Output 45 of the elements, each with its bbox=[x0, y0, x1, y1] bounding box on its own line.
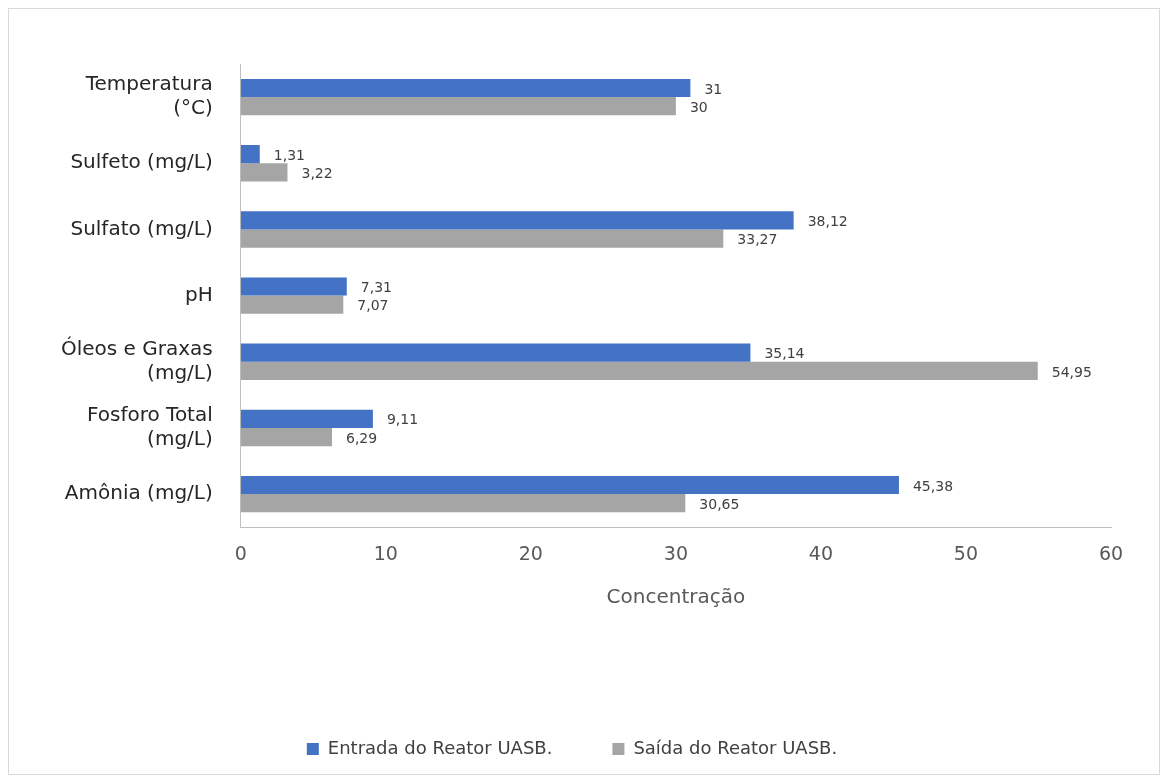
bar bbox=[240, 97, 676, 116]
x-tick-label: 30 bbox=[663, 541, 688, 564]
data-label: 3,22 bbox=[301, 165, 333, 181]
y-tick-label: Sulfato (mg/L) bbox=[70, 215, 213, 240]
data-label: 45,38 bbox=[912, 477, 954, 494]
data-label: 54,95 bbox=[1051, 363, 1092, 380]
y-tick-label: Fosforo Total (mg/L) bbox=[86, 402, 213, 451]
data-label: 38,12 bbox=[807, 212, 848, 229]
bar bbox=[240, 343, 751, 362]
y-tick-label: pH bbox=[185, 281, 213, 306]
x-tick-label: 20 bbox=[518, 541, 543, 564]
y-tick-label: Sulfeto (mg/L) bbox=[70, 149, 213, 174]
legend-label: Saída do Reator UASB. bbox=[633, 736, 838, 758]
bar bbox=[240, 295, 344, 314]
bar bbox=[240, 475, 899, 495]
bar bbox=[240, 229, 724, 248]
x-tick-label: 40 bbox=[808, 541, 834, 564]
y-tick-label: Amônia (mg/L) bbox=[64, 480, 213, 505]
data-label: 9,11 bbox=[386, 411, 419, 428]
bar bbox=[240, 163, 288, 182]
data-label: 30 bbox=[689, 98, 708, 115]
x-axis-title: Concentração bbox=[606, 584, 746, 609]
data-label: 30,65 bbox=[699, 495, 740, 512]
y-tick-label: Temperatura (°C) bbox=[84, 71, 213, 120]
data-label: 1,31 bbox=[273, 146, 305, 163]
bar bbox=[240, 494, 686, 513]
data-label: 33,27 bbox=[737, 231, 778, 248]
legend-label: Entrada do Reator UASB. bbox=[327, 736, 553, 758]
bar bbox=[240, 145, 260, 164]
bar bbox=[240, 211, 794, 230]
x-tick-label: 0 bbox=[234, 541, 247, 564]
bar bbox=[240, 277, 347, 296]
data-label: 7,31 bbox=[360, 279, 392, 296]
data-label: 7,07 bbox=[357, 297, 389, 314]
x-tick-label: 50 bbox=[953, 541, 979, 564]
data-label: 35,14 bbox=[764, 345, 805, 362]
x-tick-label: 60 bbox=[1098, 541, 1124, 564]
data-label: 31 bbox=[704, 80, 723, 97]
bar bbox=[240, 409, 373, 428]
bar bbox=[240, 361, 1038, 380]
data-label: 6,29 bbox=[346, 429, 378, 446]
y-tick-label: Óleos e Graxas (mg/L) bbox=[60, 335, 213, 384]
x-tick-label: 10 bbox=[373, 541, 398, 564]
bar bbox=[240, 427, 332, 447]
bar bbox=[240, 78, 691, 98]
